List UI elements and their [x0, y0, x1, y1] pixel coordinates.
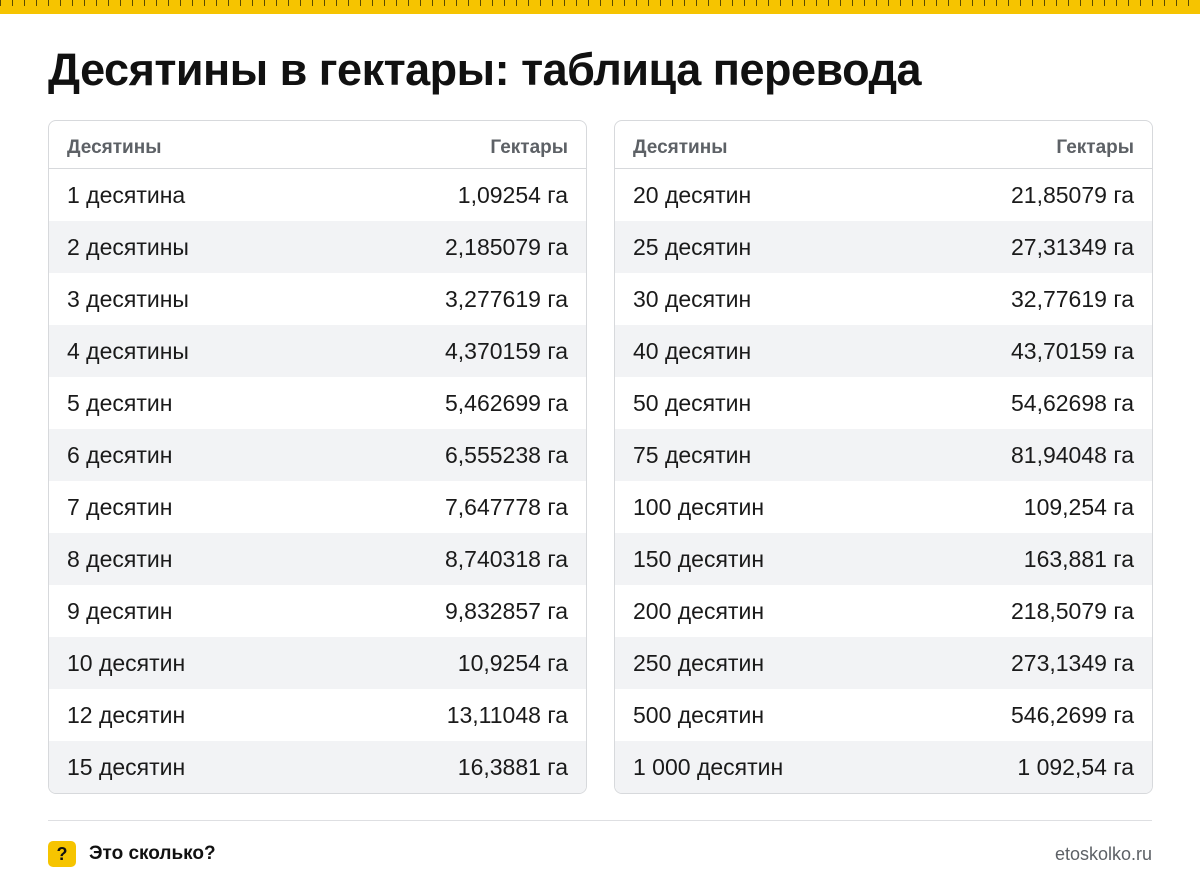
- table-row: 20 десятин 21,85079 га: [615, 169, 1152, 221]
- cell-hectares: 13,11048 га: [446, 701, 568, 728]
- table-header: Десятины Гектары: [615, 121, 1152, 169]
- cell-hectares: 8,740318 га: [445, 545, 568, 572]
- cell-desyatiny: 3 десятины: [67, 285, 189, 312]
- table-row: 2 десятины 2,185079 га: [49, 221, 586, 273]
- cell-desyatiny: 7 десятин: [67, 493, 173, 520]
- cell-desyatiny: 150 десятин: [633, 545, 765, 572]
- cell-hectares: 1,09254 га: [457, 181, 568, 208]
- table-row: 8 десятин 8,740318 га: [49, 533, 586, 585]
- table-row: 40 десятин 43,70159 га: [615, 325, 1152, 377]
- cell-desyatiny: 15 десятин: [67, 753, 186, 780]
- cell-hectares: 1 092,54 га: [1017, 753, 1134, 780]
- table-row: 7 десятин 7,647778 га: [49, 481, 586, 533]
- column-header-desyatiny: Десятины: [633, 136, 728, 158]
- table-row: 100 десятин 109,254 га: [615, 481, 1152, 533]
- table-row: 200 десятин 218,5079 га: [615, 585, 1152, 637]
- brand-name: Это сколько?: [89, 843, 216, 864]
- cell-hectares: 7,647778 га: [445, 493, 568, 520]
- site-url[interactable]: etoskolko.ru: [1054, 844, 1152, 864]
- cell-hectares: 6,555238 га: [445, 441, 568, 468]
- cell-desyatiny: 8 десятин: [67, 545, 173, 572]
- cell-desyatiny: 6 десятин: [67, 441, 173, 468]
- table-row: 500 десятин 546,2699 га: [615, 689, 1152, 741]
- cell-hectares: 4,370159 га: [445, 337, 568, 364]
- table-row: 25 десятин 27,31349 га: [615, 221, 1152, 273]
- column-header-hectares: Гектары: [1056, 136, 1134, 158]
- ruler-strip: [0, 0, 1200, 14]
- cell-hectares: 10,9254 га: [457, 649, 568, 676]
- cell-hectares: 9,832857 га: [445, 597, 568, 624]
- cell-desyatiny: 30 десятин: [633, 285, 752, 312]
- cell-desyatiny: 12 десятин: [67, 701, 186, 728]
- table-row: 50 десятин 54,62698 га: [615, 377, 1152, 429]
- cell-hectares: 32,77619 га: [1011, 285, 1134, 312]
- table-row: 1 десятина 1,09254 га: [49, 169, 586, 221]
- cell-hectares: 109,254 га: [1023, 493, 1134, 520]
- cell-hectares: 43,70159 га: [1011, 337, 1134, 364]
- cell-desyatiny: 50 десятин: [633, 389, 752, 416]
- cell-desyatiny: 40 десятин: [633, 337, 752, 364]
- table-row: 30 десятин 32,77619 га: [615, 273, 1152, 325]
- cell-hectares: 54,62698 га: [1011, 389, 1134, 416]
- column-header-desyatiny: Десятины: [67, 136, 162, 158]
- cell-desyatiny: 2 десятины: [67, 233, 189, 260]
- table-row: 10 десятин 10,9254 га: [49, 637, 586, 689]
- table-row: 250 десятин 273,1349 га: [615, 637, 1152, 689]
- table-row: 9 десятин 9,832857 га: [49, 585, 586, 637]
- cell-hectares: 163,881 га: [1023, 545, 1134, 572]
- table-body: 1 десятина 1,09254 га 2 десятины 2,185079 …: [49, 169, 586, 793]
- cell-desyatiny: 1 десятина: [67, 181, 186, 208]
- table-row: 12 десятин 13,11048 га: [49, 689, 586, 741]
- cell-hectares: 3,277619 га: [445, 285, 568, 312]
- cell-desyatiny: 5 десятин: [67, 389, 173, 416]
- cell-desyatiny: 20 десятин: [633, 181, 752, 208]
- table-row: 1 000 десятин 1 092,54 га: [615, 741, 1152, 793]
- column-header-hectares: Гектары: [490, 136, 568, 158]
- cell-desyatiny: 9 десятин: [67, 597, 173, 624]
- page-title: Десятины в гектары: таблица перевода: [48, 44, 922, 95]
- conversion-table-right: Десятины Гектары 20 десятин 21,85079 га 2…: [614, 120, 1153, 794]
- table-row: 4 десятины 4,370159 га: [49, 325, 586, 377]
- cell-hectares: 273,1349 га: [1011, 649, 1134, 676]
- footer-divider: [48, 820, 1152, 821]
- cell-desyatiny: 100 десятин: [633, 493, 765, 520]
- cell-hectares: 16,3881 га: [457, 753, 568, 780]
- table-row: 150 десятин 163,881 га: [615, 533, 1152, 585]
- table-row: 5 десятин 5,462699 га: [49, 377, 586, 429]
- cell-desyatiny: 1 000 десятин: [633, 753, 784, 780]
- cell-hectares: 81,94048 га: [1011, 441, 1134, 468]
- table-header: Десятины Гектары: [49, 121, 586, 169]
- table-row: 75 десятин 81,94048 га: [615, 429, 1152, 481]
- cell-hectares: 546,2699 га: [1011, 701, 1134, 728]
- cell-desyatiny: 4 десятины: [67, 337, 189, 364]
- cell-hectares: 21,85079 га: [1011, 181, 1134, 208]
- cell-hectares: 5,462699 га: [445, 389, 568, 416]
- table-row: 3 десятины 3,277619 га: [49, 273, 586, 325]
- cell-desyatiny: 25 десятин: [633, 233, 752, 260]
- table-body: 20 десятин 21,85079 га 25 десятин 27,31349…: [615, 169, 1152, 793]
- cell-desyatiny: 10 десятин: [67, 649, 186, 676]
- cell-hectares: 218,5079 га: [1011, 597, 1134, 624]
- cell-desyatiny: 75 десятин: [633, 441, 752, 468]
- conversion-table-left: Десятины Гектары 1 десятина 1,09254 га 2 …: [48, 120, 587, 794]
- cell-desyatiny: 500 десятин: [633, 701, 765, 728]
- table-row: 15 десятин 16,3881 га: [49, 741, 586, 793]
- question-mark-icon: ?: [48, 841, 76, 867]
- cell-desyatiny: 200 десятин: [633, 597, 765, 624]
- cell-desyatiny: 250 десятин: [633, 649, 765, 676]
- cell-hectares: 2,185079 га: [445, 233, 568, 260]
- table-row: 6 десятин 6,555238 га: [49, 429, 586, 481]
- cell-hectares: 27,31349 га: [1011, 233, 1134, 260]
